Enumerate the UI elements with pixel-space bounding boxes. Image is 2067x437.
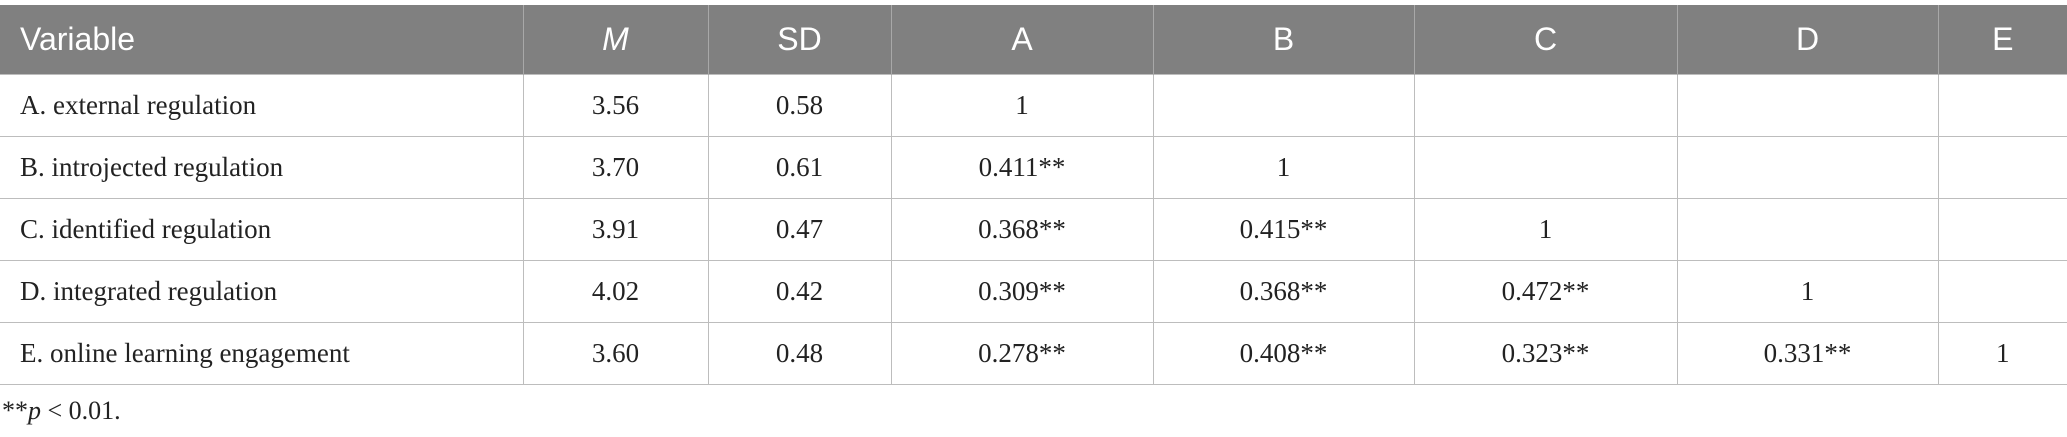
table-row: A. external regulation 3.56 0.58 1	[0, 74, 2067, 137]
cell: 0.309**	[890, 260, 1154, 323]
empty-cell	[1676, 136, 1939, 199]
cell: 0.42	[707, 260, 892, 323]
cell: 1	[1152, 136, 1415, 199]
cell: 0.415**	[1152, 198, 1415, 261]
cell: 0.331**	[1676, 322, 1939, 385]
empty-cell	[1152, 74, 1415, 137]
row-label: C. identified regulation	[0, 198, 524, 261]
column-header: M	[522, 5, 708, 75]
column-header: SD	[707, 5, 891, 75]
column-header: Variable	[0, 5, 523, 75]
cell: 0.278**	[890, 322, 1154, 385]
footnote-symbol: p	[28, 396, 41, 425]
row-label: D. integrated regulation	[0, 260, 524, 323]
table-row: D. integrated regulation 4.02 0.42 0.309** 0…	[0, 260, 2067, 323]
column-header: D	[1676, 5, 1938, 75]
empty-cell	[1937, 198, 2067, 261]
cell: 4.02	[522, 260, 709, 323]
column-header: A	[890, 5, 1153, 75]
cell: 3.60	[522, 322, 709, 385]
table-body: A. external regulation 3.56 0.58 1 B. introj…	[0, 74, 2067, 385]
cell: 3.70	[522, 136, 709, 199]
correlation-table: Variable M SD A B C D E A. external regulation 3…	[0, 5, 2067, 385]
header-row: Variable M SD A B C D E	[0, 5, 2067, 75]
table-row: E. online learning engagement 3.60 0.48 0.2…	[0, 322, 2067, 385]
empty-cell	[1676, 198, 1939, 261]
cell: 0.408**	[1152, 322, 1415, 385]
column-header: E	[1937, 5, 2067, 75]
cell: 3.91	[522, 198, 709, 261]
cell: 1	[1413, 198, 1678, 261]
empty-cell	[1937, 260, 2067, 323]
cell: 0.368**	[890, 198, 1154, 261]
footnote: **p < 0.01.	[2, 396, 121, 426]
cell: 0.411**	[890, 136, 1154, 199]
cell: 1	[1937, 322, 2067, 385]
footnote-mark: **	[2, 396, 28, 425]
cell: 0.48	[707, 322, 892, 385]
table-row: C. identified regulation 3.91 0.47 0.368** 0…	[0, 198, 2067, 261]
cell: 3.56	[522, 74, 709, 137]
cell: 0.323**	[1413, 322, 1678, 385]
cell: 0.58	[707, 74, 892, 137]
cell: 1	[1676, 260, 1939, 323]
column-header: C	[1413, 5, 1677, 75]
cell: 1	[890, 74, 1154, 137]
empty-cell	[1937, 74, 2067, 137]
empty-cell	[1413, 136, 1678, 199]
row-label: B. introjected regulation	[0, 136, 524, 199]
cell: 0.368**	[1152, 260, 1415, 323]
row-label: E. online learning engagement	[0, 322, 524, 385]
empty-cell	[1413, 74, 1678, 137]
table-row: B. introjected regulation 3.70 0.61 0.411**…	[0, 136, 2067, 199]
cell: 0.47	[707, 198, 892, 261]
cell: 0.472**	[1413, 260, 1678, 323]
empty-cell	[1676, 74, 1939, 137]
column-header: B	[1152, 5, 1414, 75]
footnote-text: < 0.01.	[41, 396, 121, 425]
cell: 0.61	[707, 136, 892, 199]
empty-cell	[1937, 136, 2067, 199]
row-label: A. external regulation	[0, 74, 524, 137]
